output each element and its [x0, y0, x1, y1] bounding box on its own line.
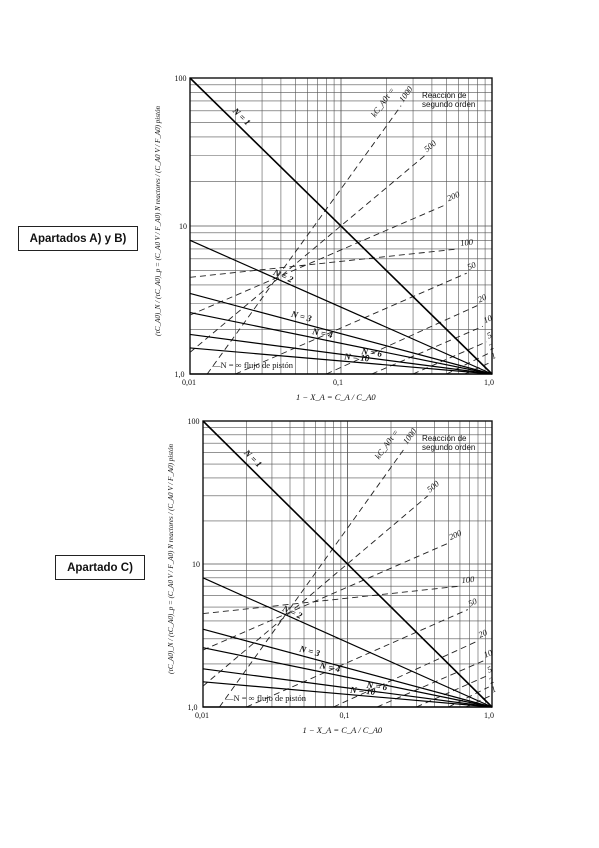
- iso-k-label-1: 1: [489, 684, 497, 695]
- iso-k-label-100: 100: [461, 574, 475, 585]
- iso-k-label-20: 20: [477, 627, 490, 640]
- y-axis-label: (τC_A0)_N / (τC_A0)_p = (C_A0 V / F_A0) …: [154, 106, 162, 336]
- series-line-1: [202, 420, 493, 708]
- series-label-5: N = 6: [365, 680, 388, 693]
- iso-k-line-100: [202, 585, 460, 615]
- iso-k-label-50: 50: [467, 596, 479, 609]
- series-label-3: N = 3: [298, 643, 322, 658]
- y-tick-3: 100: [175, 74, 187, 83]
- series-line-5: [189, 333, 493, 375]
- iso-k-label-2: 2: [487, 341, 496, 352]
- iso-k-line-1000: [219, 447, 406, 708]
- y-tick-2: 10: [192, 560, 200, 569]
- iso-k-label-200: 200: [447, 527, 463, 542]
- apartados-ab-text: Apartados A) y B): [29, 232, 127, 245]
- annotation-line-1: Reacción de: [422, 91, 467, 100]
- series-line-6: [189, 347, 493, 375]
- iso-k-label-500: 500: [425, 478, 442, 494]
- iso-k-line-50: [246, 609, 468, 708]
- iso-k-line-200: [202, 542, 449, 651]
- series-label-1: N = 1: [242, 447, 264, 469]
- x-tick-3: 1,0: [484, 711, 494, 720]
- y-tick-1: 1,0: [188, 703, 198, 712]
- y-tick-2: 10: [179, 222, 187, 231]
- series-label-piston: —N = ∞ flujo de pistón: [224, 693, 307, 703]
- iso-k-prefix: kC_A0τ =: [369, 85, 397, 118]
- series-label-6: N = 10: [349, 685, 376, 697]
- iso-k-line-20: [326, 305, 478, 375]
- x-axis-label: 1 − X_A = C_A / C_A0: [296, 392, 376, 402]
- y-tick-3: 100: [188, 417, 200, 426]
- series-label-5: N = 6: [360, 346, 383, 359]
- x-tick-1: 0,01: [195, 711, 209, 720]
- annotation-line-2: segundo orden: [422, 443, 475, 452]
- iso-k-label-500: 500: [422, 138, 439, 154]
- iso-k-label-100: 100: [460, 237, 474, 248]
- iso-k-line-500: [202, 495, 429, 687]
- iso-k-line-50: [235, 272, 467, 375]
- x-tick-3: 1,0: [484, 378, 494, 387]
- iso-k-label-1: 1: [489, 350, 497, 361]
- series-label-1: N = 1: [230, 105, 252, 127]
- series-line-2: [189, 239, 493, 375]
- y-axis-label: (τC_A0)_N / (τC_A0)_p = (C_A0 V / F_A0) …: [167, 444, 175, 674]
- iso-k-line-20: [333, 640, 479, 708]
- iso-k-label-2: 2: [487, 675, 496, 686]
- annotation-line-1: Reacción de: [422, 434, 467, 443]
- series-label-piston: —N = ∞ flujo de pistón: [211, 360, 294, 370]
- series-line-4: [189, 311, 493, 375]
- annotation-line-2: segundo orden: [422, 100, 475, 109]
- series-line-4: [202, 647, 493, 708]
- y-tick-1: 1,0: [175, 370, 185, 379]
- series-label-4: N = 4: [310, 326, 334, 340]
- apartado-c-label: Apartado C): [55, 555, 145, 580]
- iso-k-prefix: kC_A0τ =: [372, 427, 400, 461]
- series-label-3: N = 3: [289, 308, 313, 323]
- series-label-6: N = 10: [343, 351, 370, 363]
- series-line-1: [189, 77, 493, 375]
- iso-k-label-5: 5: [486, 664, 494, 675]
- series-line-5: [202, 668, 493, 708]
- apartados-ab-label: Apartados A) y B): [18, 226, 138, 251]
- x-tick-2: 0,1: [333, 378, 343, 387]
- series-line-6: [202, 681, 493, 708]
- iso-k-line-100: [189, 248, 459, 278]
- apartado-c-text: Apartado C): [67, 561, 133, 574]
- iso-k-line-10: [371, 325, 484, 375]
- iso-k-label-5: 5: [485, 330, 493, 341]
- series-line-3: [202, 628, 493, 708]
- series-line-2: [202, 577, 493, 708]
- iso-k-label-50: 50: [466, 259, 478, 272]
- series-line-3: [189, 292, 493, 375]
- iso-k-line-500: [189, 155, 426, 353]
- iso-k-label-20: 20: [476, 291, 489, 304]
- series-label-4: N = 4: [318, 660, 342, 674]
- iso-k-line-200: [189, 203, 447, 316]
- x-tick-2: 0,1: [340, 711, 350, 720]
- iso-k-line-1000: [206, 105, 402, 375]
- iso-k-label-200: 200: [445, 189, 461, 204]
- grid: [189, 77, 493, 375]
- x-axis-label: 1 − X_A = C_A / C_A0: [303, 725, 383, 735]
- x-tick-1: 0,01: [182, 378, 196, 387]
